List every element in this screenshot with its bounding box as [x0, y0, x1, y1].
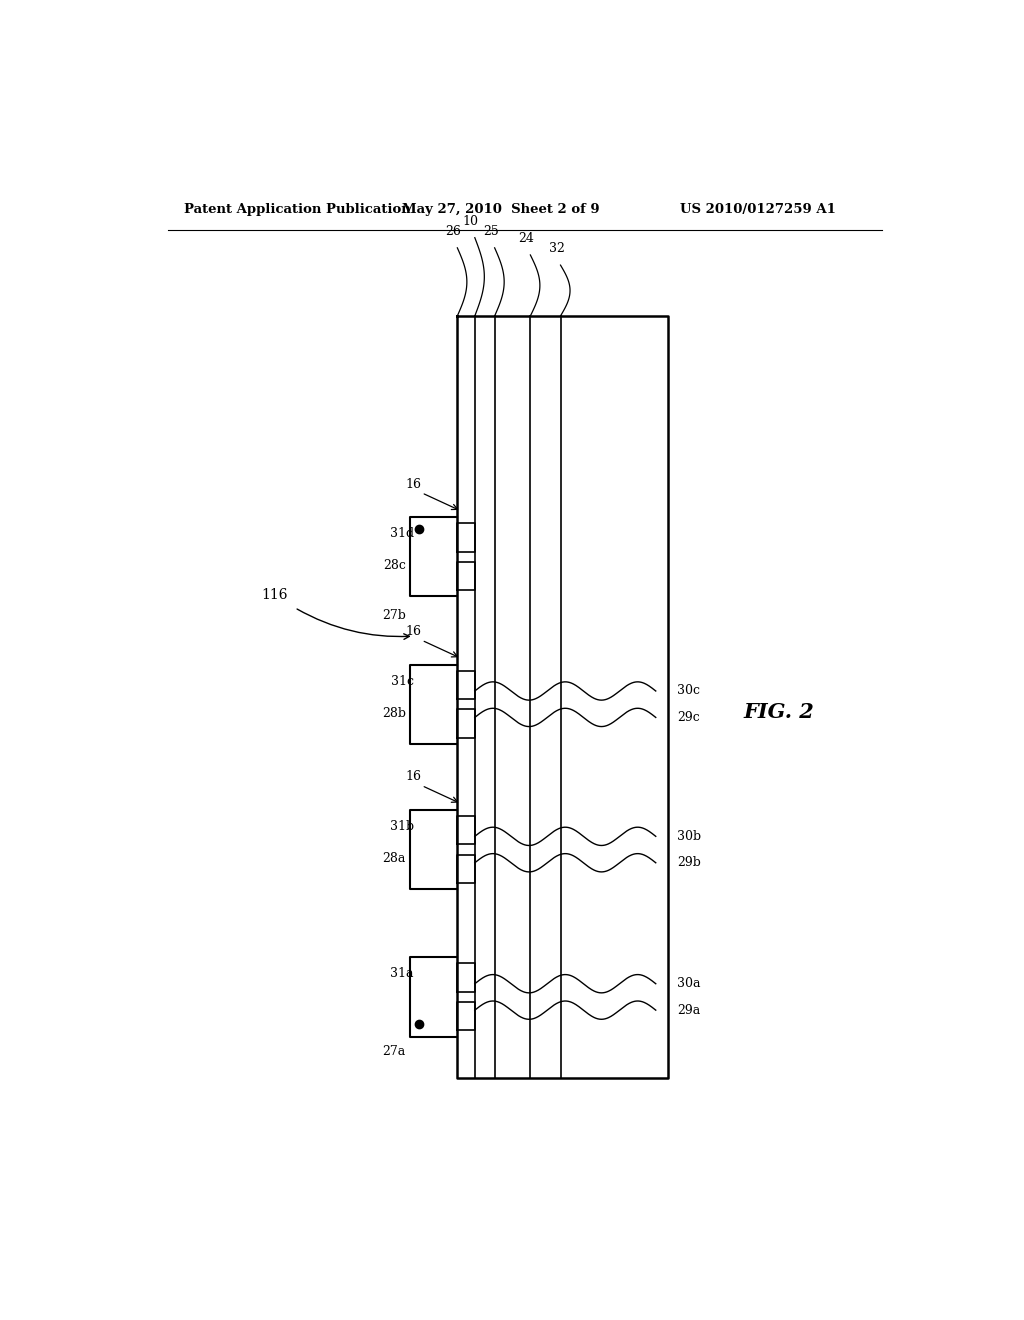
Text: 28c: 28c — [383, 560, 406, 573]
Text: FIG. 2: FIG. 2 — [743, 702, 814, 722]
Text: 25: 25 — [482, 224, 499, 238]
Text: 16: 16 — [406, 626, 422, 638]
Text: 31a: 31a — [390, 968, 414, 981]
Text: 10: 10 — [463, 215, 479, 227]
Text: 31d: 31d — [389, 528, 414, 540]
Text: 30a: 30a — [677, 977, 700, 990]
Text: 30b: 30b — [677, 830, 701, 843]
Text: 32: 32 — [549, 242, 564, 255]
Text: 24: 24 — [518, 232, 535, 244]
Text: US 2010/0127259 A1: US 2010/0127259 A1 — [680, 203, 836, 216]
Text: May 27, 2010  Sheet 2 of 9: May 27, 2010 Sheet 2 of 9 — [401, 203, 599, 216]
Text: 30c: 30c — [677, 685, 700, 697]
Text: 31c: 31c — [391, 675, 414, 688]
Text: 26: 26 — [445, 224, 462, 238]
Text: Patent Application Publication: Patent Application Publication — [183, 203, 411, 216]
Text: 29b: 29b — [677, 857, 701, 870]
Text: 31b: 31b — [389, 820, 414, 833]
Text: 29c: 29c — [677, 711, 700, 723]
Text: 16: 16 — [406, 771, 422, 784]
Text: 27a: 27a — [383, 1044, 406, 1057]
Text: 28b: 28b — [382, 706, 406, 719]
Text: 27b: 27b — [382, 609, 406, 622]
Text: 28a: 28a — [382, 853, 406, 865]
Text: 116: 116 — [261, 589, 288, 602]
Text: 29a: 29a — [677, 1003, 700, 1016]
Text: 16: 16 — [406, 478, 422, 491]
